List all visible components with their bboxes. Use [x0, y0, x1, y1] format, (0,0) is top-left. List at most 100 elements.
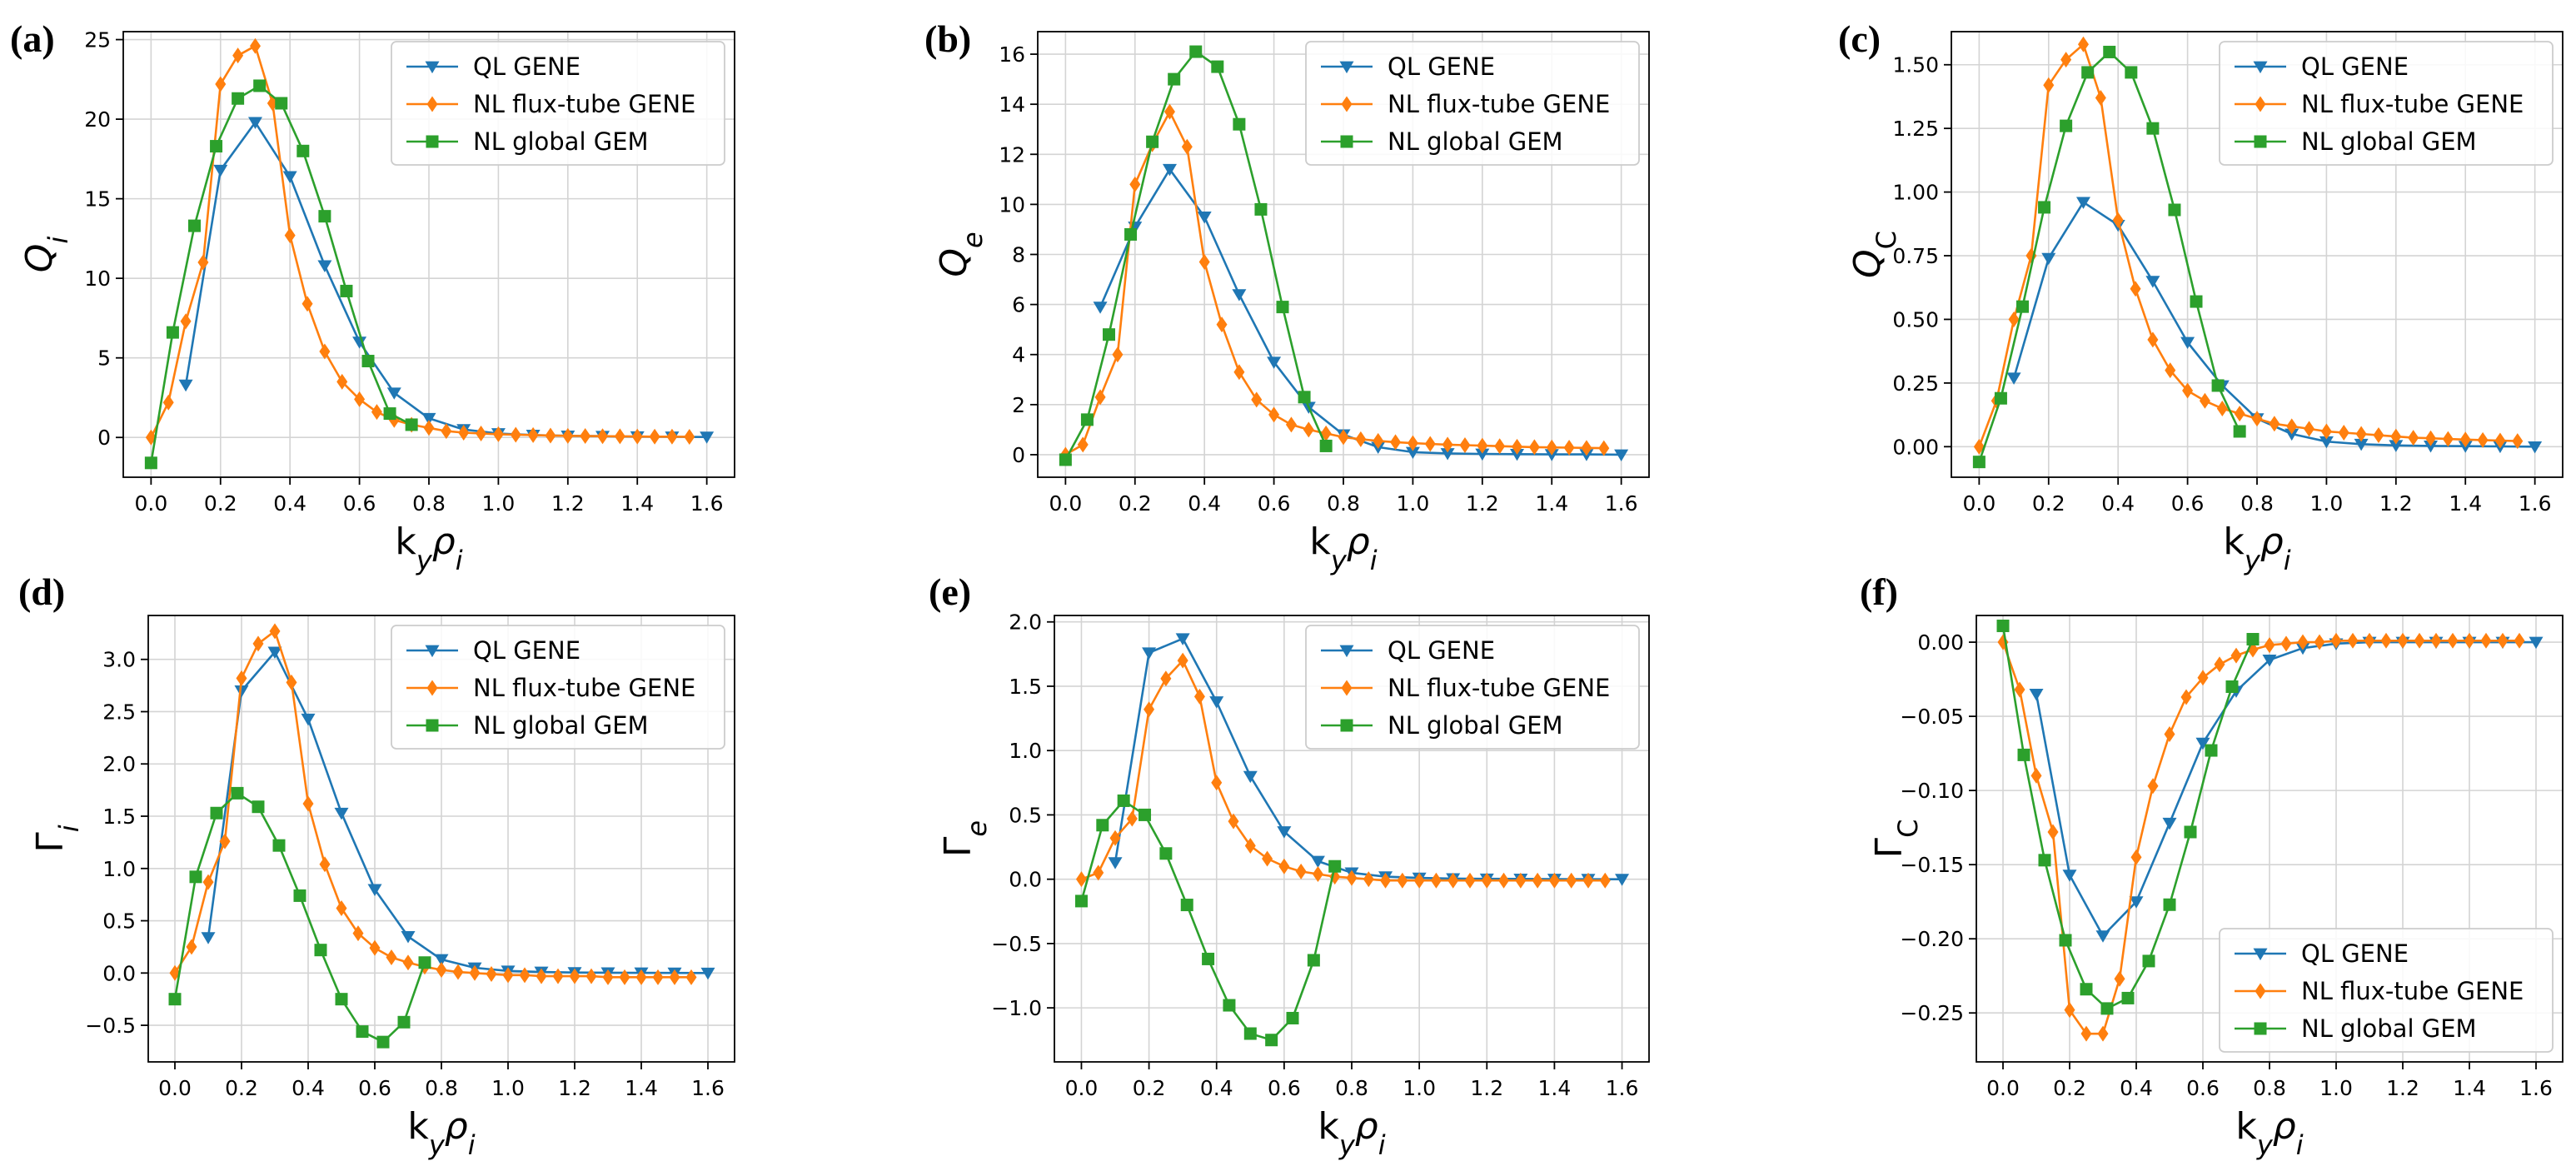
x-tick-label: 1.0: [2310, 491, 2344, 516]
data-point-triangle-down: [1093, 301, 1108, 314]
legend-marker-triangle-down: [2253, 948, 2268, 961]
x-tick-label: 0.2: [2032, 491, 2065, 516]
y-tick-label: 0.50: [1892, 307, 1939, 331]
legend-marker-triangle-down: [425, 645, 440, 658]
x-tick-label: 1.0: [482, 491, 516, 516]
y-tick-label: −0.25: [1900, 1001, 1964, 1025]
legend-label: QL GENE: [1388, 52, 1495, 81]
legend-marker-triangle-down: [1339, 645, 1354, 658]
data-point-triangle-down: [2354, 438, 2369, 451]
legend: QL GENE NL flux-tube GENE NL global GEM: [2219, 928, 2554, 1053]
data-point-diamond: [502, 967, 514, 984]
data-point-diamond: [369, 939, 381, 956]
x-tick-label: 1.2: [558, 1076, 591, 1100]
data-point-square: [2015, 300, 2029, 313]
x-tick-label: 0.8: [412, 491, 446, 516]
legend-label: QL GENE: [473, 636, 580, 665]
x-tick-label: 0.8: [2253, 1076, 2286, 1100]
data-point-diamond: [1198, 254, 1210, 271]
data-point-square: [2081, 66, 2095, 79]
data-point-diamond: [569, 968, 580, 984]
y-tick-label: 0.5: [1009, 803, 1042, 827]
data-point-triangle-down: [282, 171, 297, 183]
data-point-diamond: [1144, 701, 1155, 718]
data-point-diamond: [1430, 872, 1442, 889]
data-point-triangle-down: [2029, 689, 2044, 701]
data-point-triangle-down: [1405, 446, 1420, 460]
subplot-f: 0.0 0.2 0.4 0.6 0.8 1.0 1.2 1.4 1.6 −0.25 −0.20 −0.…: [1860, 571, 2564, 1161]
data-point-diamond: [1181, 138, 1193, 155]
legend-marker-square: [426, 719, 439, 732]
data-point-triangle-down: [267, 646, 282, 660]
legend-label: NL flux-tube GENE: [1388, 674, 1610, 702]
legend-marker-diamond: [2255, 983, 2266, 999]
data-point-diamond: [536, 968, 547, 984]
subplot-d: 0.0 0.2 0.4 0.6 0.8 1.0 1.2 1.4 1.6 −0.5 0.0 0.5 1.0…: [18, 571, 735, 1161]
x-tick-label: 0.4: [2120, 1076, 2153, 1100]
data-point-diamond: [527, 426, 539, 443]
data-point-diamond: [1112, 346, 1124, 363]
data-point-triangle-down: [2528, 441, 2543, 454]
data-point-diamond: [1599, 872, 1611, 889]
y-tick-label: −0.5: [85, 1014, 136, 1038]
data-point-triangle-down: [1277, 826, 1292, 839]
data-point-diamond: [1442, 436, 1453, 453]
data-point-diamond: [336, 899, 347, 916]
y-tick-label: −0.05: [1900, 705, 1964, 729]
legend-marker-square: [1340, 135, 1353, 148]
data-point-diamond: [2464, 632, 2475, 649]
data-point-square: [1159, 847, 1173, 860]
y-tick-label: 12: [999, 142, 1025, 167]
data-point-square: [1972, 456, 1986, 469]
data-point-square: [340, 284, 353, 297]
data-point-diamond: [1397, 872, 1408, 889]
data-point-diamond: [1582, 872, 1594, 889]
data-point-square: [293, 889, 306, 902]
data-point-triangle-down: [2262, 655, 2277, 667]
x-tick-label: 1.4: [2453, 1076, 2486, 1100]
subplot-e: 0.0 0.2 0.4 0.6 0.8 1.0 1.2 1.4 1.6 −1.0 −0.5 0.0 0.…: [929, 571, 1650, 1161]
x-tick-label: 1.2: [1470, 1076, 1503, 1100]
legend-label: QL GENE: [1388, 636, 1495, 665]
data-point-diamond: [1481, 872, 1492, 889]
data-point-triangle-down: [1615, 874, 1630, 886]
legend: QL GENE NL flux-tube GENE NL global GEM: [1305, 625, 1640, 750]
data-point-square: [2225, 680, 2239, 693]
data-point-square: [1096, 819, 1109, 832]
y-tick-label: 1.5: [1009, 675, 1042, 699]
data-point-diamond: [186, 939, 197, 955]
data-point-square: [1180, 899, 1193, 912]
data-point-triangle-down: [434, 954, 449, 967]
x-tick-label: 1.0: [2319, 1076, 2353, 1100]
data-point-triangle-down: [213, 164, 228, 177]
y-axis-label: Γe: [937, 820, 993, 857]
data-point-diamond: [269, 623, 281, 640]
y-tick-label: 2.5: [102, 700, 136, 724]
data-point-triangle-down: [2062, 870, 2077, 882]
data-point-square: [166, 326, 179, 339]
y-tick-label: 0.5: [102, 909, 136, 934]
data-point-diamond: [1285, 416, 1297, 433]
data-point-diamond: [1160, 670, 1172, 687]
data-point-square: [1307, 954, 1320, 967]
data-point-diamond: [336, 373, 348, 390]
legend-marker-square: [2254, 1022, 2267, 1035]
data-point-square: [2146, 122, 2160, 135]
data-point-diamond: [2330, 632, 2342, 649]
data-point-square: [1319, 439, 1333, 452]
y-tick-label: 5: [97, 346, 111, 371]
data-point-square: [2205, 744, 2218, 757]
data-point-triangle-down: [700, 967, 715, 980]
legend-box: [2219, 928, 2554, 1053]
data-point-diamond: [1193, 688, 1205, 705]
data-point-diamond: [2234, 406, 2245, 422]
data-point-triangle-down: [2095, 930, 2110, 943]
data-point-square: [2121, 991, 2135, 1004]
data-point-diamond: [215, 76, 227, 92]
data-point-diamond: [2355, 426, 2367, 442]
data-point-square: [2190, 295, 2203, 308]
y-tick-label: 0: [1012, 443, 1025, 467]
data-point-diamond: [1532, 872, 1543, 889]
x-tick-label: 0.6: [358, 1076, 391, 1100]
x-axis-label: kyρi: [1318, 1105, 1385, 1161]
